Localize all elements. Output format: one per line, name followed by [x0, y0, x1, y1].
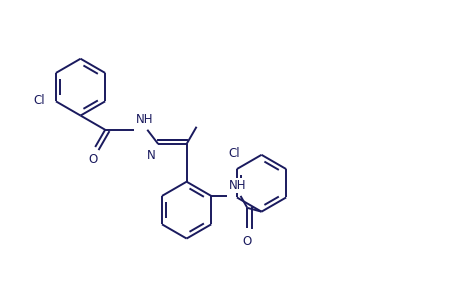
- Text: O: O: [88, 153, 97, 166]
- Text: NH: NH: [230, 179, 247, 192]
- Text: N: N: [147, 149, 156, 162]
- Text: NH: NH: [136, 113, 153, 126]
- Text: Cl: Cl: [229, 147, 240, 160]
- Text: Cl: Cl: [34, 94, 45, 107]
- Text: O: O: [243, 235, 252, 248]
